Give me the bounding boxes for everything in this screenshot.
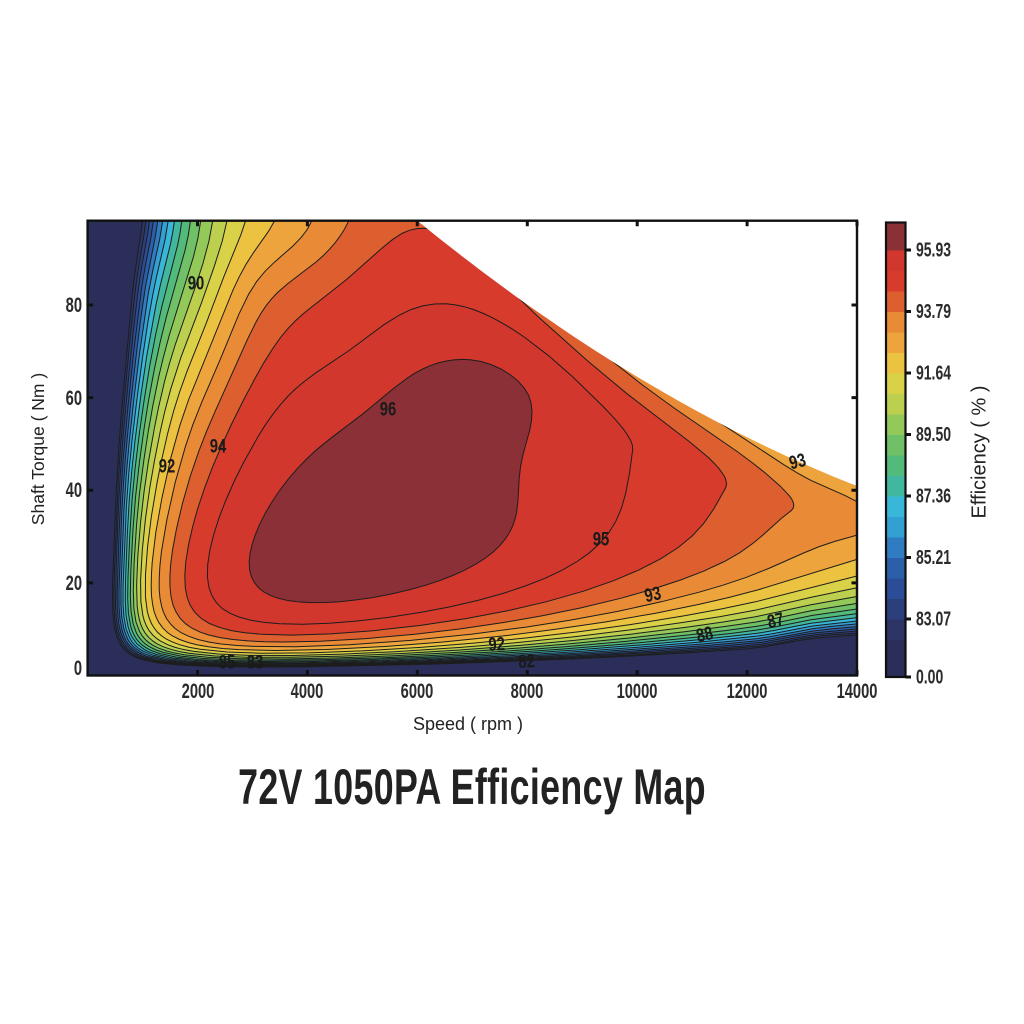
svg-text:93.79: 93.79 — [916, 299, 951, 322]
svg-text:40: 40 — [66, 478, 82, 501]
svg-text:83: 83 — [247, 652, 263, 673]
svg-text:96: 96 — [380, 399, 396, 420]
svg-text:10000: 10000 — [617, 679, 658, 702]
svg-text:87: 87 — [765, 608, 786, 632]
svg-text:94: 94 — [210, 436, 227, 457]
svg-text:82: 82 — [518, 650, 536, 672]
svg-text:Shaft Torque ( Nm ): Shaft Torque ( Nm ) — [28, 373, 48, 525]
svg-text:6000: 6000 — [401, 679, 434, 702]
svg-text:92: 92 — [159, 456, 175, 477]
svg-text:95: 95 — [593, 529, 609, 550]
svg-text:85: 85 — [219, 652, 235, 673]
svg-text:72V 1050PA Efficiency Map: 72V 1050PA Efficiency Map — [238, 760, 706, 815]
svg-text:14000: 14000 — [837, 679, 878, 702]
svg-text:90: 90 — [188, 273, 204, 294]
svg-text:89.50: 89.50 — [916, 422, 951, 445]
svg-text:8000: 8000 — [511, 679, 544, 702]
svg-text:Speed ( rpm ): Speed ( rpm ) — [413, 714, 523, 734]
svg-text:4000: 4000 — [291, 679, 324, 702]
svg-text:91.64: 91.64 — [916, 361, 951, 384]
svg-text:12000: 12000 — [727, 679, 768, 702]
svg-text:83.07: 83.07 — [916, 607, 951, 630]
svg-text:93: 93 — [642, 582, 663, 606]
svg-text:95.93: 95.93 — [916, 238, 951, 261]
svg-text:80: 80 — [66, 293, 82, 316]
svg-text:60: 60 — [66, 386, 82, 409]
svg-text:93: 93 — [787, 449, 808, 474]
svg-text:0: 0 — [74, 656, 82, 679]
svg-text:Efficiency ( % ): Efficiency ( % ) — [969, 386, 991, 519]
svg-text:0.00: 0.00 — [916, 665, 943, 688]
svg-text:85.21: 85.21 — [916, 545, 951, 568]
svg-text:88: 88 — [694, 622, 715, 646]
svg-text:2000: 2000 — [182, 679, 215, 702]
svg-text:87.36: 87.36 — [916, 484, 951, 507]
svg-text:92: 92 — [488, 633, 506, 655]
svg-text:20: 20 — [66, 571, 82, 594]
